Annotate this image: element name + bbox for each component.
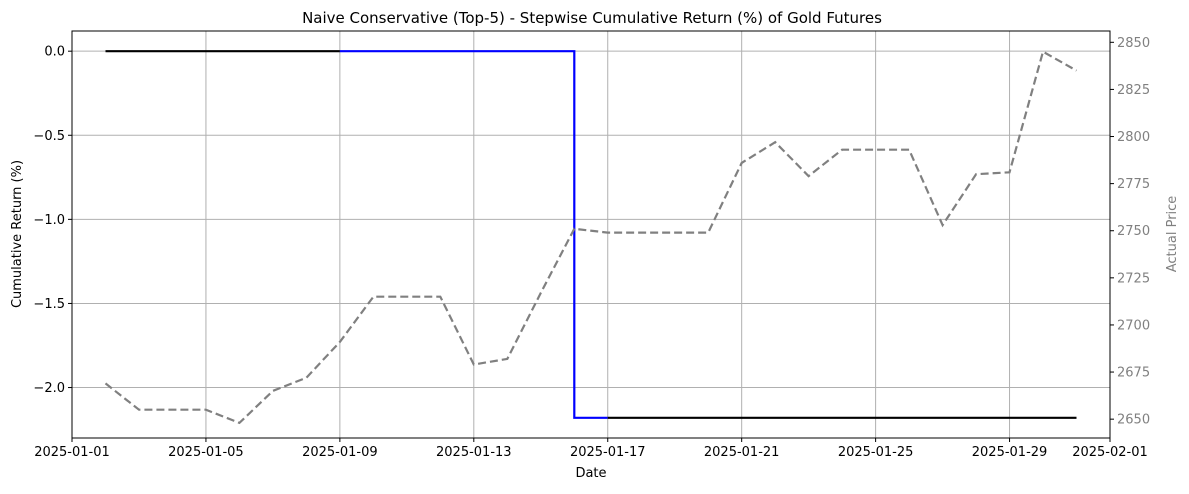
axes-group: 2025-01-01 2025-01-05 2025-01-09 2025-01-13… [33,36,1150,460]
chart-title: Naive Conservative (Top-5) - Stepwise Cu… [302,9,882,27]
x-tick-label: 2025-01-13 [436,445,512,460]
y2-tick-label: 2850 [1117,36,1150,51]
y2-tick-label: 2825 [1117,83,1150,98]
y-tick-label: −0.5 [33,129,65,144]
actual-price-line [104,50,1078,425]
x-tick-label: 2025-01-01 [34,445,110,460]
x-tick-label: 2025-01-17 [570,445,646,460]
y-tick-label: 0.0 [44,45,65,60]
y2-tick-label: 2650 [1117,413,1150,428]
y2-tick-label: 2675 [1117,366,1150,381]
y-axis-label: Cumulative Return (%) [10,160,25,308]
x-tick-label: 2025-01-25 [838,445,914,460]
y-tick-label: −1.0 [33,213,65,228]
x-tick-label: 2025-02-01 [1072,445,1148,460]
x-tick-label: 2025-01-09 [302,445,378,460]
plot-frame [71,30,1111,439]
y2-axis-label: Actual Price [1165,196,1180,273]
cumulative-return-line [339,50,608,419]
y2-tick-label: 2725 [1117,271,1150,286]
y2-tick-label: 2750 [1117,224,1150,239]
grid [71,31,1111,438]
x-tick-label: 2025-01-29 [972,445,1048,460]
x-tick-label: 2025-01-05 [168,445,244,460]
series-group [104,50,1078,425]
y-tick-label: −1.5 [33,297,65,312]
x-axis-label: Date [575,466,606,481]
x-tick-label: 2025-01-21 [704,445,780,460]
y2-tick-label: 2775 [1117,177,1150,192]
y2-tick-label: 2700 [1117,318,1150,333]
y2-tick-label: 2800 [1117,130,1150,145]
y-tick-label: −2.0 [33,381,65,396]
